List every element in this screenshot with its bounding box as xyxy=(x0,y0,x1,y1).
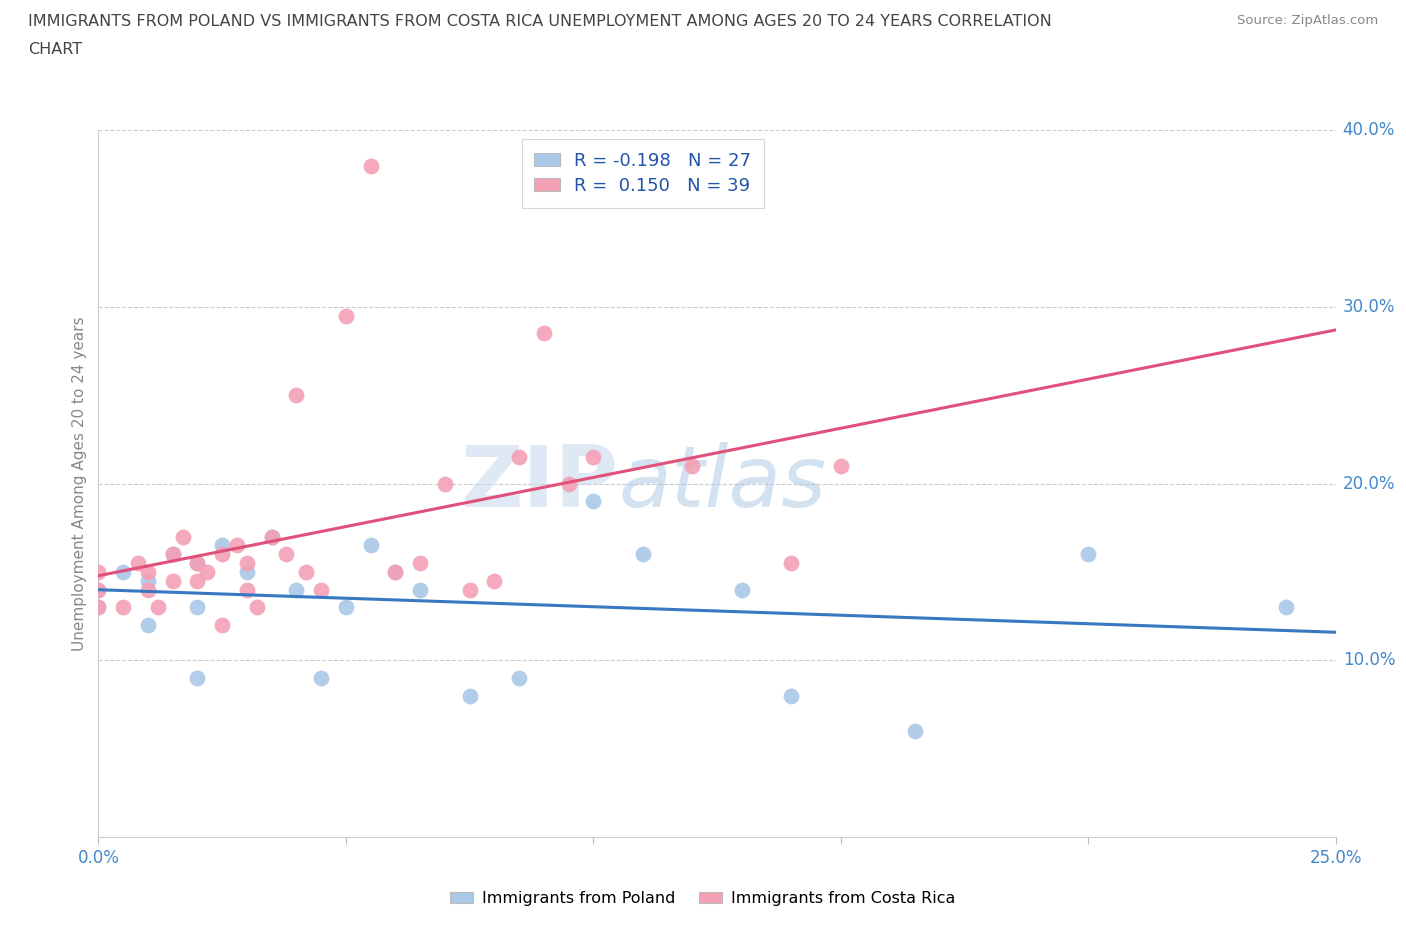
Point xyxy=(309,671,332,685)
Point xyxy=(236,582,259,597)
Point xyxy=(533,326,555,341)
Point xyxy=(360,158,382,173)
Point xyxy=(681,458,703,473)
Point xyxy=(508,671,530,685)
Point xyxy=(246,600,269,615)
Point xyxy=(186,573,208,589)
Point xyxy=(226,538,249,552)
Text: 30.0%: 30.0% xyxy=(1343,298,1395,316)
Point xyxy=(731,582,754,597)
Point xyxy=(484,573,506,589)
Point xyxy=(87,600,110,615)
Point xyxy=(87,600,110,615)
Text: Source: ZipAtlas.com: Source: ZipAtlas.com xyxy=(1237,14,1378,27)
Point xyxy=(508,450,530,465)
Point xyxy=(260,529,283,544)
Point xyxy=(1077,547,1099,562)
Text: 10.0%: 10.0% xyxy=(1343,651,1395,670)
Y-axis label: Unemployment Among Ages 20 to 24 years: Unemployment Among Ages 20 to 24 years xyxy=(72,316,87,651)
Point xyxy=(112,565,135,579)
Point xyxy=(211,538,233,552)
Point xyxy=(112,600,135,615)
Point xyxy=(136,582,159,597)
Point xyxy=(186,556,208,571)
Point xyxy=(87,582,110,597)
Point xyxy=(162,547,184,562)
Point xyxy=(136,565,159,579)
Text: 20.0%: 20.0% xyxy=(1343,474,1395,493)
Text: 40.0%: 40.0% xyxy=(1343,121,1395,140)
Point xyxy=(162,573,184,589)
Point xyxy=(295,565,318,579)
Point xyxy=(162,547,184,562)
Point xyxy=(335,309,357,324)
Point xyxy=(335,600,357,615)
Point xyxy=(904,724,927,738)
Point xyxy=(236,565,259,579)
Point xyxy=(186,600,208,615)
Point xyxy=(458,688,481,703)
Point xyxy=(780,556,803,571)
Point xyxy=(276,547,298,562)
Point xyxy=(830,458,852,473)
Text: IMMIGRANTS FROM POLAND VS IMMIGRANTS FROM COSTA RICA UNEMPLOYMENT AMONG AGES 20 : IMMIGRANTS FROM POLAND VS IMMIGRANTS FRO… xyxy=(28,14,1052,29)
Point xyxy=(582,450,605,465)
Point xyxy=(360,538,382,552)
Point xyxy=(236,556,259,571)
Point xyxy=(186,671,208,685)
Text: ZIP: ZIP xyxy=(460,442,619,525)
Point xyxy=(260,529,283,544)
Point xyxy=(172,529,194,544)
Text: CHART: CHART xyxy=(28,42,82,57)
Point xyxy=(87,582,110,597)
Point xyxy=(409,582,432,597)
Point xyxy=(458,582,481,597)
Legend: Immigrants from Poland, Immigrants from Costa Rica: Immigrants from Poland, Immigrants from … xyxy=(444,885,962,912)
Point xyxy=(384,565,406,579)
Point xyxy=(195,565,218,579)
Point xyxy=(309,582,332,597)
Point xyxy=(211,618,233,632)
Point xyxy=(582,494,605,509)
Point xyxy=(409,556,432,571)
Point xyxy=(285,388,308,403)
Point xyxy=(87,565,110,579)
Point xyxy=(285,582,308,597)
Point xyxy=(136,618,159,632)
Text: atlas: atlas xyxy=(619,442,827,525)
Point xyxy=(186,556,208,571)
Point xyxy=(384,565,406,579)
Point xyxy=(136,573,159,589)
Legend: R = -0.198   N = 27, R =  0.150   N = 39: R = -0.198 N = 27, R = 0.150 N = 39 xyxy=(522,140,763,207)
Point xyxy=(127,556,149,571)
Point xyxy=(780,688,803,703)
Point xyxy=(433,476,456,491)
Point xyxy=(211,547,233,562)
Point xyxy=(146,600,169,615)
Point xyxy=(631,547,654,562)
Point xyxy=(557,476,579,491)
Point xyxy=(1275,600,1298,615)
